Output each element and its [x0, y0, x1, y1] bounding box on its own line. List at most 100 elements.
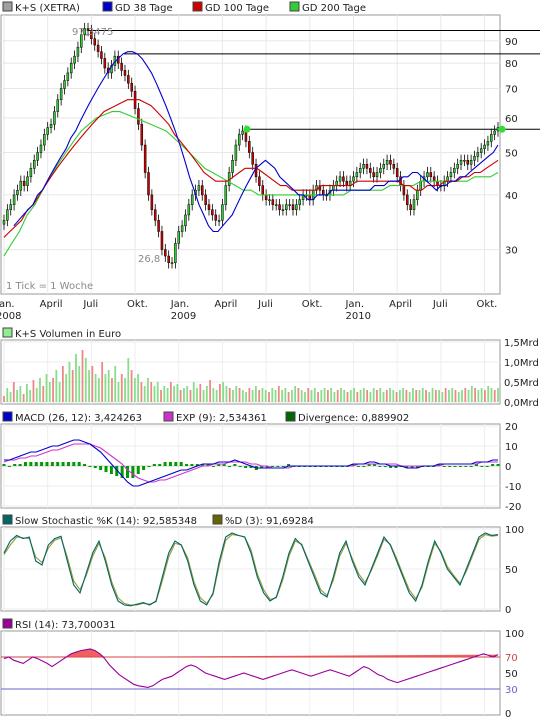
divergence-bar	[458, 466, 462, 467]
volume-bar	[304, 392, 306, 402]
volume-bar	[179, 390, 182, 402]
volume-bar	[277, 386, 280, 402]
volume-bar	[271, 388, 274, 402]
ma100-line	[3, 99, 499, 238]
candle-body	[123, 70, 127, 76]
candle-body	[12, 194, 16, 205]
volume-bar	[268, 392, 270, 402]
x-tick-year: 2009	[171, 311, 196, 322]
candle-body	[379, 168, 382, 173]
candle-body	[406, 194, 409, 205]
volume-bar	[255, 386, 257, 402]
volume-bar	[107, 370, 110, 402]
divergence-bar	[45, 462, 49, 466]
legend-swatch-ma100	[192, 1, 203, 12]
volume-bar	[52, 378, 54, 402]
candle-body	[224, 185, 228, 205]
macd-tick-label: -20	[505, 502, 521, 513]
candle-body	[56, 99, 60, 112]
divergence-bar	[34, 462, 38, 466]
price-tick-label: 60	[505, 114, 518, 125]
candle-body	[130, 82, 133, 92]
x-tick-label: Okt.	[477, 299, 498, 310]
price-marks	[2, 22, 540, 269]
x-tick-label: Okt.	[127, 299, 148, 310]
stoch-tick-label: 100	[505, 525, 524, 536]
candle-body	[204, 194, 207, 205]
price-tick-label: 90	[505, 37, 518, 48]
candle-body	[234, 144, 238, 161]
candle-body	[271, 199, 275, 205]
volume-bar	[408, 392, 411, 402]
legend-price: K+S (XETRA)	[15, 3, 80, 14]
divergence-bar	[222, 464, 226, 466]
volume-bar	[196, 388, 198, 402]
divergence-bar	[109, 466, 113, 474]
candle-body	[432, 176, 436, 182]
legend-swatch-price	[2, 1, 13, 12]
candle-body	[473, 156, 476, 161]
ma200-line	[3, 111, 499, 257]
candle-body	[6, 209, 9, 221]
volume-bar	[493, 390, 496, 402]
volume-bar	[6, 388, 9, 402]
volume-bar	[26, 384, 28, 402]
candle-body	[170, 262, 174, 264]
candle-body	[180, 225, 184, 232]
legend-swatch-rsi	[2, 618, 13, 629]
volume-tick-label: 0,5Mrd	[504, 378, 539, 389]
candle-body	[32, 160, 36, 169]
volume-bar	[71, 370, 74, 402]
rsi-marks	[1, 648, 500, 690]
candle-body	[43, 134, 46, 146]
candle-body	[352, 176, 355, 182]
divergence-bar	[179, 462, 183, 466]
volume-bar	[75, 354, 77, 402]
divergence-bar	[437, 464, 441, 466]
candle-body	[53, 111, 56, 125]
candle-body	[483, 144, 486, 149]
divergence-bar	[93, 466, 97, 468]
volume-bar	[333, 392, 336, 402]
candle-body	[436, 180, 439, 186]
candle-body	[476, 152, 480, 157]
volume-bar	[313, 388, 316, 402]
candle-body	[63, 80, 66, 89]
volume-bar	[297, 388, 300, 402]
candle-body	[184, 214, 187, 227]
stochastic-legend: Slow Stochastic %K (14): 92,585348 %D (3…	[2, 514, 314, 527]
x-tick-label: Jan.	[344, 299, 364, 310]
volume-bar	[235, 386, 238, 402]
candle-body	[348, 180, 352, 186]
volume-bar	[402, 388, 405, 402]
legend-swatch-ma200	[289, 1, 300, 12]
candle-body	[402, 185, 406, 196]
volume-bar	[444, 388, 447, 402]
volume-bar	[484, 390, 486, 402]
volume-bar	[425, 390, 427, 402]
candle-body	[322, 189, 325, 196]
legend-swatch-d	[212, 514, 223, 525]
volume-bar	[441, 392, 444, 402]
volume-bar	[362, 388, 365, 402]
candle-body	[358, 168, 362, 173]
candle-body	[160, 231, 164, 250]
rsi-tick-label: 50	[505, 669, 518, 680]
gridlines	[1, 15, 500, 715]
candle-body	[214, 214, 217, 221]
x-tick-year: 2010	[345, 311, 370, 322]
candle-body	[493, 130, 496, 135]
volume-bar	[84, 358, 87, 402]
volume-bar	[137, 374, 140, 402]
divergence-bar	[464, 466, 468, 467]
volume-bar	[248, 388, 251, 402]
price-tick-label: 30	[505, 246, 518, 257]
volume-bar	[16, 390, 18, 402]
candle-body	[268, 199, 271, 201]
divergence-bar	[244, 466, 248, 468]
volume-bar	[477, 390, 480, 402]
divergence-bar	[83, 464, 87, 466]
volume-bar	[464, 388, 467, 402]
volume-bar	[212, 388, 215, 402]
volume-bar	[382, 392, 385, 402]
